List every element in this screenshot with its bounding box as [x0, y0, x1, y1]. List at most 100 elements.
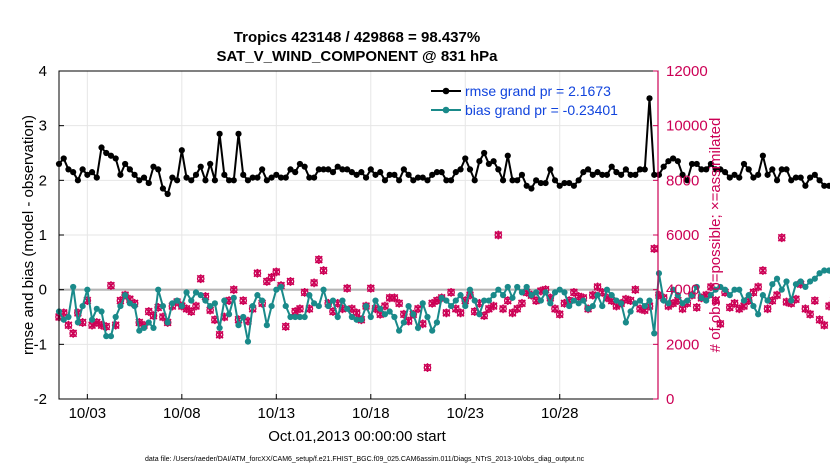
obs-assimilated-point: [319, 266, 328, 275]
rmse-point: [670, 155, 677, 162]
rmse-point: [112, 155, 119, 162]
rmse-point: [334, 163, 341, 170]
rmse-point: [674, 158, 681, 165]
obs-assimilated-point: [106, 281, 115, 290]
rmse-point: [348, 169, 355, 176]
bias-point: [764, 297, 771, 304]
bias-point: [792, 281, 800, 288]
obs-assimilated-point: [447, 288, 456, 297]
bias-point: [466, 286, 474, 293]
rmse-point: [207, 160, 214, 168]
obs-assimilated-point: [215, 330, 224, 340]
obs-assimilated-point: [669, 298, 678, 308]
obs-assimilated-point: [825, 301, 830, 311]
bias-point: [665, 300, 672, 307]
bias-point: [282, 302, 289, 310]
rmse-point: [254, 174, 261, 181]
rmse-point: [655, 171, 663, 178]
rmse-point: [788, 177, 795, 184]
bias-point: [367, 313, 374, 321]
rmse-point: [745, 166, 752, 173]
rmse-point: [584, 166, 592, 173]
rmse-point: [192, 171, 200, 178]
bias-point: [556, 286, 563, 293]
rmse-point: [216, 130, 223, 137]
obs-assimilated-point: [69, 329, 78, 338]
rmse-point: [377, 169, 384, 176]
bias-point: [263, 322, 270, 329]
rmse-point: [173, 177, 181, 184]
bias-point: [249, 302, 256, 310]
obs-assimilated-point: [239, 296, 248, 305]
bias-point: [358, 316, 365, 323]
rmse-point: [764, 171, 771, 178]
bias-point: [608, 292, 615, 299]
bias-point: [178, 302, 185, 310]
rmse-point: [74, 177, 81, 184]
bias-point: [79, 302, 86, 310]
legend-rmse-label: rmse grand pr = 2.1673: [465, 83, 611, 99]
obs-assimilated-point: [78, 318, 87, 327]
rmse-point: [792, 174, 800, 181]
bias-point: [414, 324, 422, 332]
bias-point: [679, 300, 686, 307]
obs-assimilated-point: [758, 266, 767, 275]
bias-point: [509, 294, 516, 301]
rmse-point: [618, 171, 625, 178]
bias-point: [740, 297, 748, 304]
rmse-point: [698, 166, 705, 173]
obs-assimilated-point: [754, 282, 763, 292]
rmse-point: [551, 177, 559, 184]
bias-point: [391, 313, 398, 321]
legend: rmse grand pr = 2.1673 bias grand pr = -…: [431, 83, 618, 118]
legend-bias-label: bias grand pr = -0.23401: [465, 102, 618, 118]
obs-assimilated-point: [295, 304, 304, 314]
bias-point: [570, 297, 578, 304]
rmse-point: [717, 166, 724, 173]
bias-point: [580, 297, 587, 304]
rmse-point: [802, 182, 809, 189]
bias-point: [698, 294, 705, 301]
rmse-point: [542, 179, 549, 187]
bias-point: [93, 305, 100, 312]
bias-point: [301, 313, 308, 321]
bias-point: [825, 267, 830, 274]
bias-point: [707, 292, 715, 299]
rmse-point: [457, 166, 464, 173]
rmse-point: [344, 166, 351, 173]
obs-assimilated-point: [763, 304, 772, 314]
bias-point: [164, 319, 171, 326]
legend-rmse-marker: [442, 87, 450, 95]
rmse-point: [651, 171, 658, 178]
bias-point: [126, 300, 133, 307]
rmse-point: [381, 177, 389, 184]
obs-assimilated-point: [484, 304, 493, 314]
right-tick-label: 8000: [666, 172, 699, 189]
rmse-point: [88, 169, 96, 176]
obs-assimilated-point: [499, 304, 508, 314]
rmse-point: [750, 174, 757, 181]
obs-assimilated-point: [428, 298, 437, 308]
bias-point: [518, 289, 526, 296]
bias-point: [183, 289, 190, 296]
rmse-point: [679, 171, 686, 178]
obs-assimilated-point: [192, 301, 200, 311]
bias-point: [802, 283, 809, 291]
rmse-point: [159, 185, 167, 192]
rmse-point: [466, 166, 474, 173]
obs-assimilated-point: [196, 274, 205, 284]
rmse-point: [533, 177, 540, 184]
bias-point: [703, 297, 710, 304]
bias-point: [70, 283, 77, 291]
rmse-point: [396, 177, 403, 184]
obs-assimilated-point: [343, 283, 352, 293]
bias-point: [197, 292, 204, 299]
rmse-point: [547, 166, 554, 173]
y-axis-label-left: rmse and bias (model - observation): [20, 115, 37, 355]
bias-point: [273, 286, 280, 293]
bias-point: [660, 297, 667, 304]
bias-point: [192, 289, 200, 296]
bias-point: [797, 278, 804, 285]
obs-assimilated-point: [692, 303, 701, 312]
bias-point: [211, 300, 218, 307]
